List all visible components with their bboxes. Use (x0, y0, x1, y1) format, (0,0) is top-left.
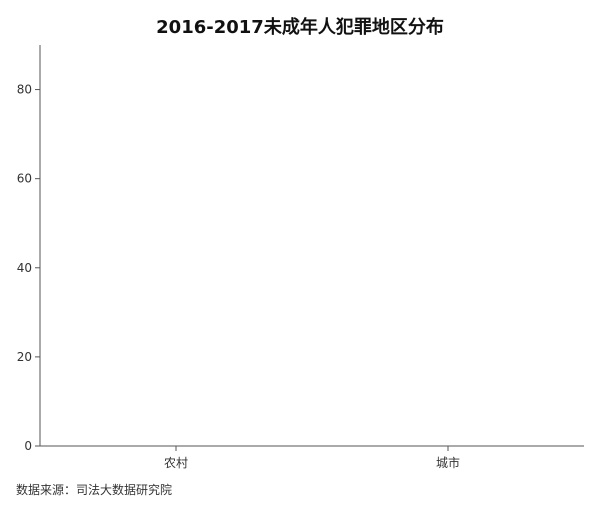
x-tick-label: 城市 (436, 455, 460, 470)
y-tick-label: 80 (17, 83, 32, 97)
plot-area: 0 20 40 60 80 农村 城市 (17, 45, 584, 470)
y-tick-label: 20 (17, 350, 32, 364)
chart-title: 2016-2017未成年人犯罪地区分布 (156, 16, 444, 38)
x-tick-label: 农村 (164, 456, 188, 470)
y-tick-label: 0 (24, 439, 32, 453)
source-note: 数据来源：司法大数据研究院 (16, 482, 172, 497)
y-tick-label: 40 (17, 261, 32, 275)
y-tick-label: 60 (17, 172, 32, 186)
